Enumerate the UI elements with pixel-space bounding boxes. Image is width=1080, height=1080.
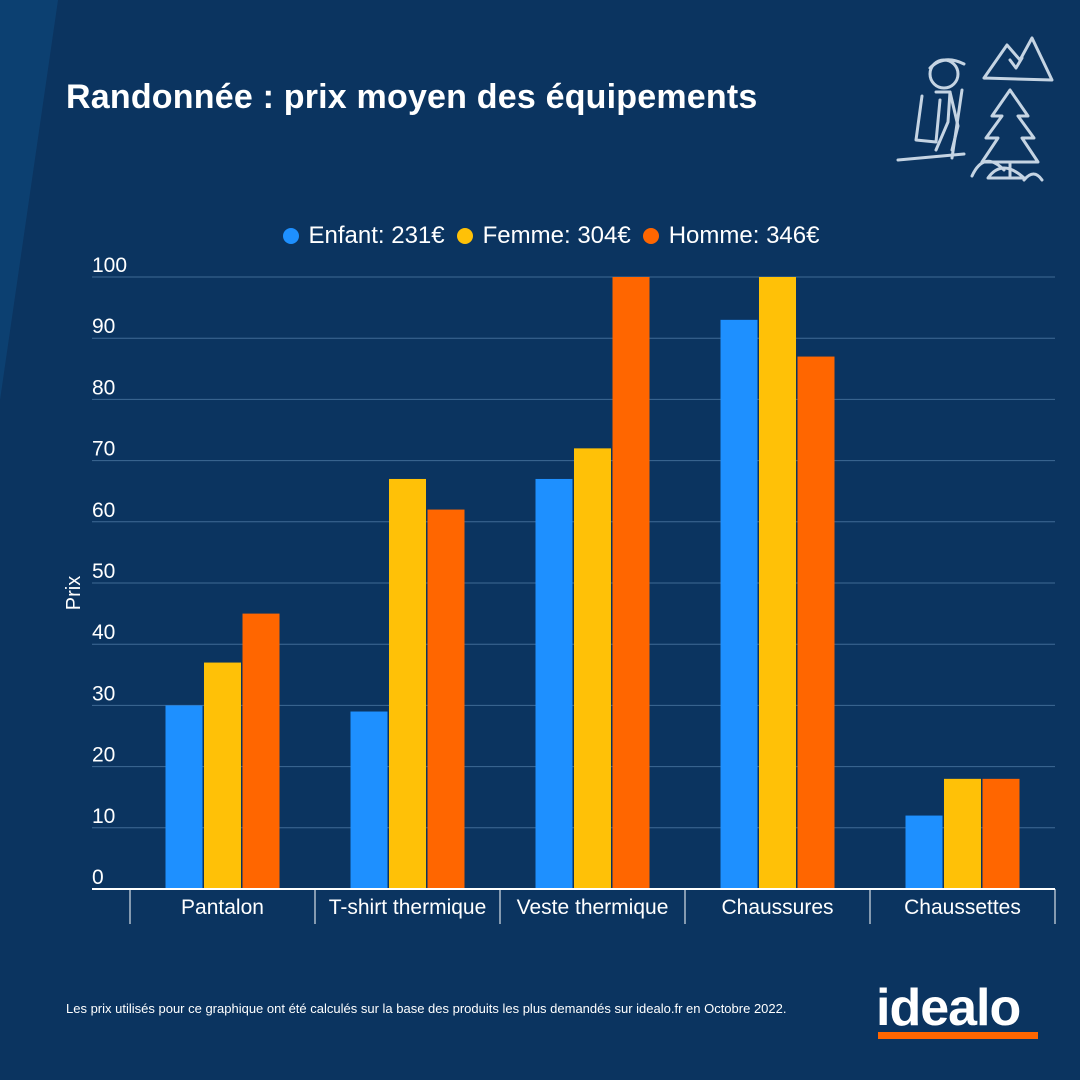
y-tick-label: 10 — [92, 805, 115, 828]
bar — [720, 319, 758, 890]
bar — [165, 705, 203, 889]
bar — [389, 478, 426, 889]
logo-text: idealo — [876, 979, 1021, 1037]
bar — [574, 448, 611, 889]
chart-legend: Enfant: 231€ Femme: 304€ Homme: 346€ — [0, 222, 1080, 250]
hiker-mountains-icon — [896, 36, 1054, 182]
x-tick-label: Veste thermique — [517, 896, 669, 919]
y-tick-label: 40 — [92, 621, 115, 644]
x-tick-label: Pantalon — [181, 896, 264, 919]
x-tick-label: Chaussures — [721, 896, 833, 919]
x-tick-label: T-shirt thermique — [329, 896, 487, 919]
page-title: Randonnée : prix moyen des équipements — [66, 78, 758, 116]
bar — [350, 711, 388, 889]
bar-chart: 0 10 20 30 40 50 60 70 80 90 100 Prix Pantalon T-shir… — [63, 254, 1056, 924]
idealo-logo: idealo — [876, 982, 1042, 1042]
y-tick-label: 0 — [92, 866, 104, 889]
bar — [204, 662, 241, 889]
legend-item-homme: Homme: 346€ — [642, 222, 820, 250]
bar — [797, 356, 835, 889]
y-tick-label: 70 — [92, 438, 115, 461]
legend-item-femme: Femme: 304€ — [456, 222, 631, 250]
y-tick-label: 20 — [92, 744, 115, 767]
legend-dot-homme — [642, 228, 659, 244]
legend-label-femme: Femme: 304€ — [482, 222, 631, 249]
y-tick-label: 30 — [92, 682, 115, 705]
bar — [427, 509, 465, 889]
bar — [759, 277, 796, 889]
logo-underline — [878, 1032, 1038, 1039]
legend-item-enfant: Enfant: 231€ — [282, 222, 445, 250]
bar — [535, 478, 573, 889]
legend-label-enfant: Enfant: 231€ — [308, 222, 445, 249]
bar — [612, 277, 650, 889]
legend-dot-femme — [456, 228, 473, 244]
bar — [242, 613, 280, 889]
y-tick-label: 80 — [92, 376, 115, 399]
legend-dot-enfant — [282, 228, 299, 244]
y-axis-label: Prix — [63, 576, 85, 610]
y-tick-label: 50 — [92, 560, 115, 583]
x-tick-label: Chaussettes — [904, 896, 1021, 919]
y-tick-label: 100 — [92, 254, 127, 277]
y-tick-label: 90 — [92, 315, 115, 338]
bar — [944, 778, 981, 889]
bar — [905, 815, 943, 889]
bar — [982, 778, 1020, 889]
footnote: Les prix utilisés pour ce graphique ont … — [66, 1001, 787, 1016]
legend-label-homme: Homme: 346€ — [668, 222, 820, 249]
y-tick-label: 60 — [92, 499, 115, 522]
